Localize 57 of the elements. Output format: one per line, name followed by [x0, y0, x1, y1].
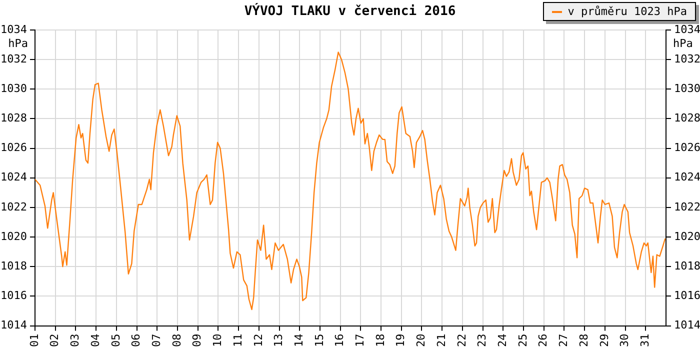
x-tick-label: 25	[516, 334, 530, 348]
y-tick-label: 1014	[0, 318, 28, 332]
x-tick-label: 07	[150, 334, 163, 348]
x-tick-label: 19	[394, 334, 408, 348]
y2-tick-label: 1016	[674, 289, 700, 302]
x-tick-label: 15	[312, 334, 326, 348]
x-tick-label: 16	[333, 334, 346, 348]
x-tick-label: 26	[536, 334, 550, 348]
y2-tick-label: 1032	[674, 52, 700, 66]
chart-title: VÝVOJ TLAKU v červenci 2016	[244, 4, 456, 19]
x-tick-label: 28	[577, 334, 590, 348]
y2-tick-label: 1018	[674, 259, 700, 272]
x-tick-label: 17	[354, 334, 367, 348]
y-tick-label: 1034	[0, 22, 28, 36]
x-tick-label: 23	[476, 334, 489, 348]
x-tick-label: 22	[455, 334, 468, 348]
legend-label: v průměru 1023 hPa	[568, 5, 687, 18]
y2-tick-label: 1026	[674, 141, 700, 154]
y2-tick-label: 1028	[674, 112, 700, 125]
x-tick-label: 24	[496, 333, 510, 348]
y-tick-label: 1032	[0, 52, 27, 66]
y-tick-label: 1018	[0, 259, 27, 272]
x-tick-label: 30	[618, 334, 632, 348]
y2-tick-label: 1024	[674, 170, 700, 184]
y-tick-label: 1020	[0, 230, 27, 243]
y-tick-label: 1028	[0, 112, 27, 125]
x-tick-label: 09	[190, 334, 204, 348]
y2-tick-label: 1030	[674, 82, 700, 96]
x-tick-label: 29	[598, 334, 611, 348]
x-tick-label: 18	[374, 334, 387, 348]
y2-tick-label: 1034	[674, 22, 700, 36]
x-tick-label: 14	[292, 333, 306, 348]
x-tick-label: 20	[414, 334, 428, 348]
x-tick-label: 03	[68, 334, 82, 348]
x-tick-label: 01	[28, 334, 41, 348]
y-tick-label: 1016	[0, 289, 27, 302]
x-tick-label: 08	[170, 334, 184, 348]
y2-tick-label: 1020	[674, 230, 700, 243]
x-tick-label: 10	[211, 334, 224, 348]
y-tick-label: 1030	[0, 82, 27, 96]
y2-tick-label: 1022	[674, 200, 700, 214]
y-tick-label: 1026	[0, 141, 27, 154]
x-tick-label: 02	[48, 334, 62, 348]
x-tick-label: 31	[638, 334, 652, 348]
y-tick-label: 1022	[0, 200, 27, 214]
x-tick-label: 12	[252, 334, 265, 348]
x-tick-label: 21	[434, 334, 448, 348]
x-tick-label: 27	[557, 334, 570, 348]
y2-tick-label: 1014	[674, 318, 700, 332]
x-tick-label: 13	[272, 334, 286, 348]
x-tick-label: 06	[130, 334, 143, 348]
x-tick-label: 11	[231, 334, 244, 348]
x-tick-label: 05	[109, 334, 122, 348]
y2-axis-title: hPa	[673, 36, 693, 50]
y-axis-title: hPa	[8, 36, 28, 50]
x-tick-label: 04	[88, 333, 102, 348]
y-tick-label: 1024	[0, 170, 28, 184]
